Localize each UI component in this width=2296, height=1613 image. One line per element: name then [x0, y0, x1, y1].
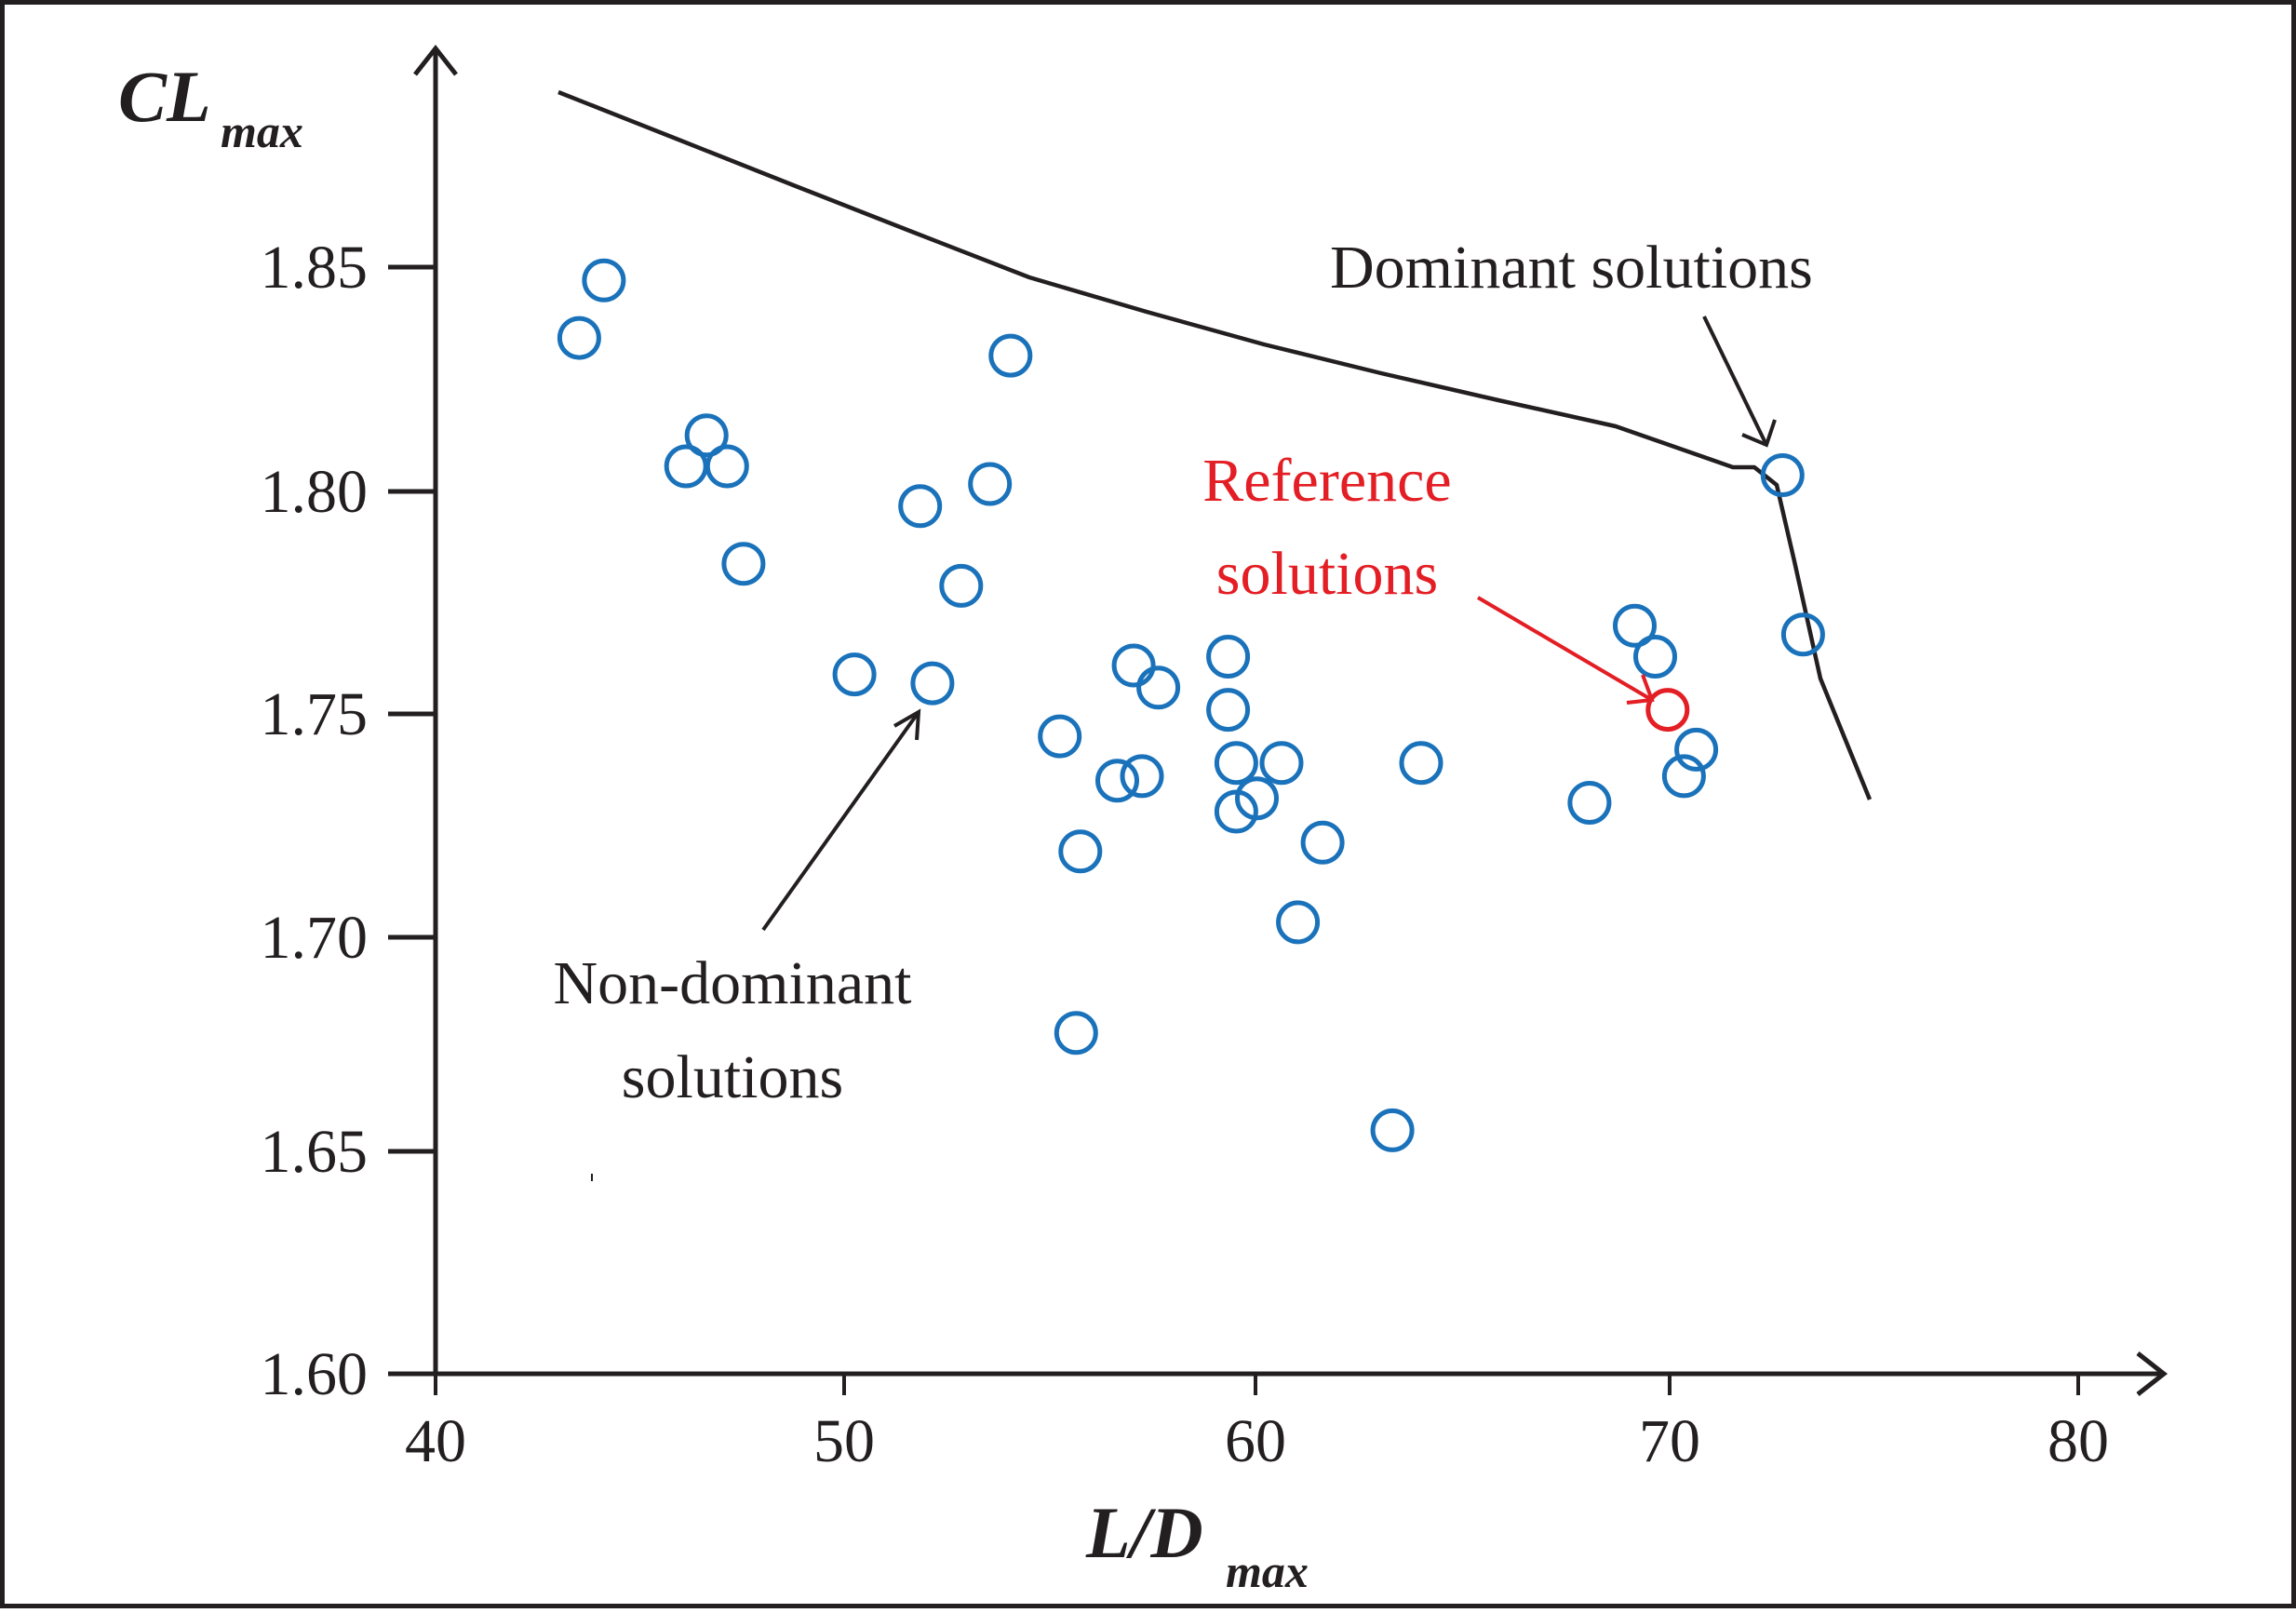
data-point	[1111, 643, 1156, 688]
annotation-nondominant: Non-dominant solutions	[554, 708, 921, 1111]
x-tick-label: 70	[1639, 1407, 1700, 1475]
annotation-reference: Reference solutions	[1202, 447, 1655, 705]
reference-arrow-head-icon	[1626, 674, 1655, 705]
x-tick-label: 50	[813, 1407, 875, 1475]
y-tick-label: 1.75	[261, 680, 369, 748]
y-axis-title: CL max	[118, 56, 303, 157]
y-tick-label: 1.70	[261, 904, 369, 972]
reference-arrow-shaft	[1476, 596, 1654, 702]
data-point	[988, 333, 1033, 378]
reference-label-line1: Reference	[1202, 447, 1451, 515]
annotation-dominant: Dominant solutions	[1330, 234, 1813, 448]
data-point	[582, 258, 626, 302]
data-point	[1780, 612, 1825, 657]
data-point	[1300, 820, 1345, 865]
data-point	[1058, 829, 1103, 874]
data-point	[664, 444, 708, 489]
y-tick-label: 1.65	[261, 1118, 369, 1186]
data-point	[1235, 776, 1279, 821]
y-tick-label: 1.85	[261, 234, 369, 302]
y-tick-label: 1.80	[261, 458, 369, 526]
data-point	[898, 484, 943, 529]
nondominant-label-line1: Non-dominant	[554, 949, 912, 1017]
data-point	[939, 563, 984, 608]
data-point	[1206, 635, 1251, 679]
data-point	[1399, 741, 1443, 786]
x-axis-arrow-icon	[2136, 1351, 2168, 1396]
data-point	[1206, 688, 1251, 733]
data-point	[684, 413, 729, 458]
data-point	[1276, 900, 1321, 945]
reference-label-line2: solutions	[1216, 540, 1438, 608]
dominant-solutions-label: Dominant solutions	[1330, 234, 1813, 302]
data-point	[1760, 453, 1805, 497]
data-point	[1633, 635, 1677, 679]
y-axis-title-sub: max	[221, 105, 303, 157]
data-point	[557, 316, 601, 360]
x-ticks	[434, 1374, 2080, 1395]
data-point	[1095, 759, 1139, 803]
x-axis-title-sub: max	[1226, 1545, 1309, 1597]
scatter-chart: 1.85 1.80 1.75 1.70 1.65 1.60 40 50 60 7…	[118, 44, 2168, 1597]
x-tick-labels: 40 50 60 70 80	[405, 1407, 2109, 1475]
data-point	[1054, 1011, 1098, 1055]
x-tick-label: 80	[2048, 1407, 2109, 1475]
data-point	[1214, 741, 1258, 786]
pareto-front-line	[557, 89, 1873, 800]
data-point	[1038, 714, 1082, 759]
data-point	[721, 542, 766, 586]
y-tick-label: 1.60	[261, 1340, 369, 1408]
dominant-arrow-shaft	[1702, 316, 1768, 446]
axes	[388, 44, 2168, 1396]
x-tick-label: 40	[405, 1407, 466, 1475]
y-axis-arrow-icon	[413, 44, 458, 76]
data-point	[1259, 741, 1304, 786]
data-point	[1136, 665, 1181, 710]
x-axis-title-main: L/D	[1085, 1492, 1203, 1573]
data-point	[1370, 1108, 1415, 1152]
dominant-arrow-head-icon	[1741, 419, 1777, 448]
y-axis-title-main: CL	[118, 56, 211, 137]
data-point	[1661, 754, 1706, 799]
data-point	[910, 661, 955, 706]
data-point	[968, 462, 1013, 506]
data-point	[705, 444, 749, 489]
x-axis-title: L/D max	[1085, 1492, 1309, 1597]
y-tick-labels: 1.85 1.80 1.75 1.70 1.65 1.60	[261, 234, 369, 1408]
data-point	[832, 652, 877, 697]
nondominant-label-line2: solutions	[622, 1043, 843, 1111]
data-point	[1674, 727, 1719, 772]
y-ticks	[388, 264, 436, 1154]
data-point	[1120, 754, 1164, 799]
nondominant-arrow-shaft	[761, 710, 920, 932]
data-point	[1567, 781, 1612, 825]
nondominant-arrow-head-icon	[893, 708, 921, 741]
data-points	[557, 258, 1825, 1152]
x-tick-label: 60	[1225, 1407, 1286, 1475]
data-point	[1613, 603, 1657, 648]
reference-point	[1645, 688, 1690, 733]
